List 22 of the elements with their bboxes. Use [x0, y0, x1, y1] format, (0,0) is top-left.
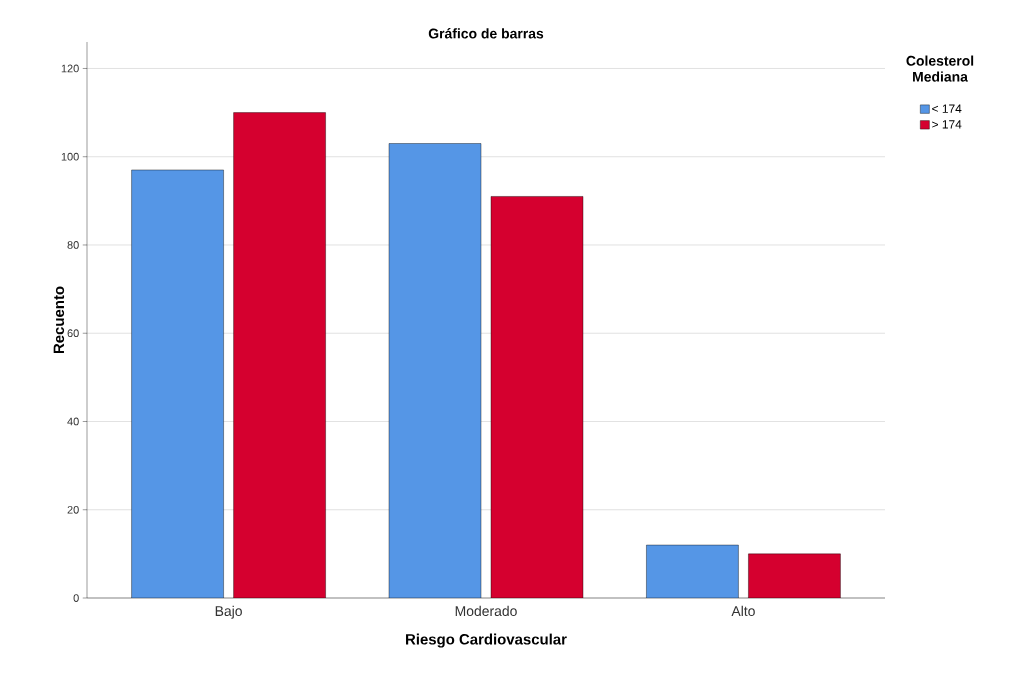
- chart-title: Gráfico de barras: [428, 28, 544, 39]
- bar: [131, 169, 224, 598]
- y-tick-label: 60: [67, 329, 79, 338]
- legend-label: < 174: [932, 104, 962, 113]
- bar: [646, 544, 739, 598]
- y-axis-title: Recuento: [53, 286, 65, 354]
- y-tick-label: 80: [67, 241, 79, 249]
- bar: [748, 553, 841, 598]
- x-tick-label: Alto: [731, 605, 755, 617]
- y-tick-label: 20: [67, 505, 79, 514]
- legend-title: Colesterol Mediana: [906, 55, 974, 82]
- bar: [491, 196, 583, 598]
- bar: [389, 143, 481, 598]
- y-tick-label: 40: [67, 417, 79, 426]
- x-tick-label: Bajo: [215, 605, 242, 619]
- y-tick-label: 120: [61, 64, 79, 73]
- legend-label: > 174: [932, 120, 962, 129]
- bar: [233, 112, 326, 598]
- y-tick-label: 0: [73, 594, 79, 602]
- x-tick-label: Moderado: [455, 605, 517, 617]
- y-tick-label: 100: [61, 152, 79, 161]
- x-axis-title: Riesgo Cardiovascular: [406, 633, 567, 648]
